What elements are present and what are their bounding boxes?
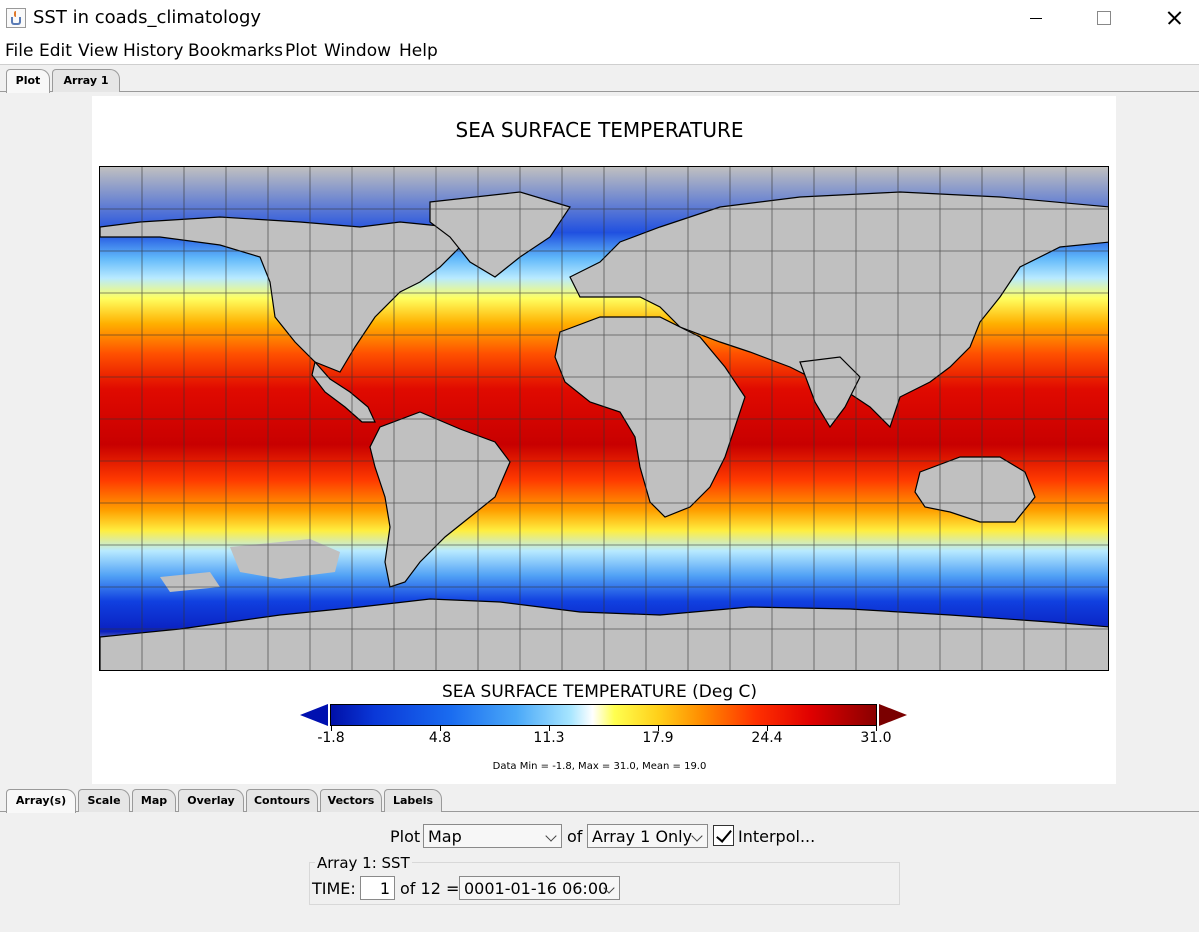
time-value-select[interactable]: 0001-01-16 06:00: [459, 876, 620, 900]
array-select[interactable]: Array 1 Only: [587, 824, 708, 848]
java-app-icon: [6, 8, 26, 28]
colorbar-tick: [549, 726, 550, 731]
tab-plot[interactable]: Plot: [6, 69, 50, 93]
colorbar-tick-label: 17.9: [642, 730, 674, 746]
array-select-value: Array 1 Only: [592, 827, 693, 846]
minimize-icon[interactable]: [1012, 0, 1058, 38]
colorbar: [330, 704, 877, 726]
colorbar-title: SEA SURFACE TEMPERATURE (Deg C): [441, 682, 758, 702]
colorbar-tick-label: -1.8: [317, 730, 345, 746]
colorbar-tick-label: 11.3: [533, 730, 565, 746]
colorbar-tick: [331, 726, 332, 731]
chevron-down-icon: [691, 830, 703, 842]
colorbar-high-arrow: [879, 704, 907, 726]
colorbar-tick: [658, 726, 659, 731]
map-gridlines: [100, 167, 1108, 670]
interpolate-checkbox[interactable]: [713, 825, 734, 846]
top-tab-row: Plot Array 1: [0, 66, 1199, 93]
menu-view[interactable]: View: [78, 41, 119, 61]
tab-arrays[interactable]: Array(s): [6, 789, 76, 813]
tab-array-1[interactable]: Array 1: [52, 69, 120, 92]
tab-overlay[interactable]: Overlay: [178, 789, 244, 812]
tab-vectors[interactable]: Vectors: [320, 789, 382, 812]
sst-map[interactable]: [99, 166, 1109, 671]
menu-help[interactable]: Help: [399, 41, 438, 61]
menu-history[interactable]: History: [123, 41, 184, 61]
window-title: SST in coads_climatology: [33, 7, 262, 28]
colorbar-tick-label: 24.4: [751, 730, 783, 746]
time-label: TIME:: [312, 879, 356, 898]
colorbar-tick: [440, 726, 441, 731]
tab-map[interactable]: Map: [132, 789, 176, 812]
colorbar-tick-label: 31.0: [860, 730, 892, 746]
tab-scale[interactable]: Scale: [78, 789, 130, 812]
menu-window[interactable]: Window: [324, 41, 392, 61]
title-bar: SST in coads_climatology: [0, 0, 1199, 38]
time-of-label: of 12 =: [400, 879, 460, 898]
data-stats: Data Min = -1.8, Max = 31.0, Mean = 19.0: [492, 761, 707, 772]
sst-map-graphic: [100, 167, 1108, 670]
colorbar-tick-label: 4.8: [428, 730, 452, 746]
plot-type-value: Map: [428, 827, 462, 846]
close-icon[interactable]: [1150, 0, 1196, 38]
menu-file[interactable]: File: [5, 41, 34, 61]
plot-label: Plot: [390, 827, 421, 846]
tab-labels[interactable]: Labels: [384, 789, 442, 812]
colorbar-tick: [767, 726, 768, 731]
tab-contours[interactable]: Contours: [246, 789, 318, 812]
of-label: of: [567, 827, 583, 846]
colorbar-low-arrow: [300, 704, 328, 726]
menu-bar: File Edit View History Bookmarks Plot Wi…: [0, 38, 1199, 65]
plot-title: SEA SURFACE TEMPERATURE: [455, 118, 744, 142]
menu-plot[interactable]: Plot: [285, 41, 318, 61]
time-value: 0001-01-16 06:00: [464, 879, 609, 898]
group-title: Array 1: SST: [315, 854, 412, 872]
menu-bookmarks[interactable]: Bookmarks: [188, 41, 283, 61]
maximize-icon[interactable]: [1081, 0, 1127, 38]
chevron-down-icon: [545, 830, 557, 842]
interpolate-label: Interpol...: [738, 827, 816, 846]
colorbar-tick: [876, 726, 877, 731]
menu-edit[interactable]: Edit: [39, 41, 72, 61]
time-index-input[interactable]: 1: [360, 876, 395, 900]
array-group-box: [309, 862, 900, 905]
bottom-tab-row: Array(s) Scale Map Overlay Contours Vect…: [0, 786, 1199, 813]
plot-type-select[interactable]: Map: [423, 824, 562, 848]
